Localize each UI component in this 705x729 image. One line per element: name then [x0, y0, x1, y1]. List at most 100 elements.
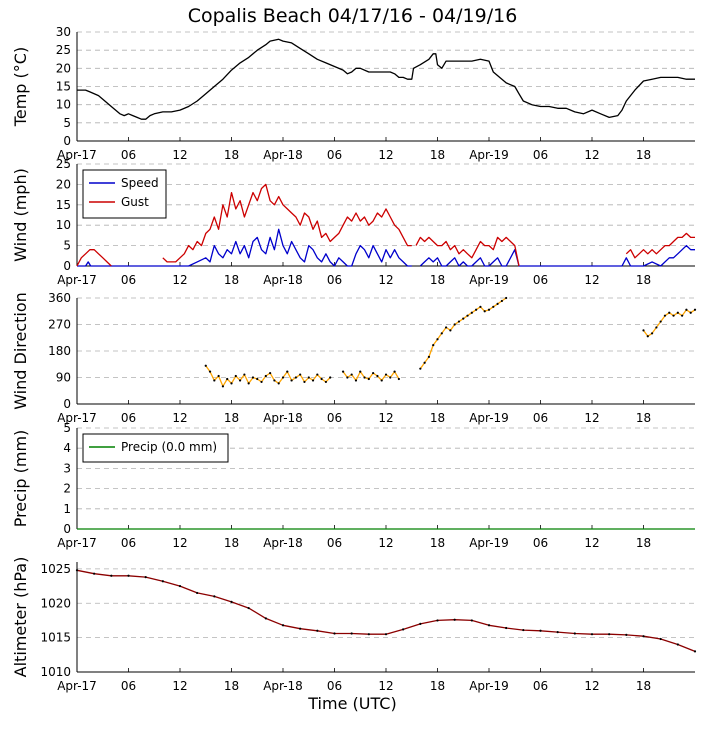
y-tick-label: 1015 [40, 631, 71, 645]
data-point [505, 296, 508, 300]
data-point [350, 632, 353, 635]
data-point [161, 580, 164, 583]
x-tick-label: Apr-19 [469, 273, 509, 287]
y-tick-label: 5 [63, 421, 71, 435]
x-tick-label: 06 [121, 536, 136, 550]
data-point [196, 591, 199, 595]
data-point [243, 373, 246, 376]
y-tick-label: 2 [63, 482, 71, 496]
series-line-temp [77, 38, 695, 120]
x-tick-label: 06 [533, 411, 548, 425]
data-point [144, 576, 147, 579]
data-point [230, 600, 233, 603]
x-tick-label: 18 [224, 273, 239, 287]
x-tick-label: 18 [636, 679, 651, 693]
x-tick-label: 12 [378, 411, 393, 425]
data-point [247, 382, 250, 385]
data-point [685, 308, 688, 311]
x-tick-label: 18 [224, 411, 239, 425]
x-tick-label: 18 [430, 273, 445, 287]
y-tick-label: 0 [63, 522, 71, 536]
data-point [668, 311, 671, 314]
x-tick-label: Apr-18 [263, 273, 303, 287]
y-tick-label: 1 [63, 502, 71, 516]
figure-title: Copalis Beach 04/17/16 - 04/19/16 [187, 5, 518, 27]
y-tick-label: 0 [63, 397, 71, 411]
data-point [681, 314, 684, 317]
x-tick-label: 12 [172, 536, 187, 550]
series-line-wind [76, 249, 112, 267]
data-point [672, 314, 675, 317]
data-point [372, 371, 375, 375]
x-tick-label: Apr-18 [263, 148, 303, 162]
x-tick-label: Apr-18 [263, 679, 303, 693]
x-tick-label: Apr-17 [57, 679, 97, 693]
x-tick-label: 06 [121, 411, 136, 425]
data-point [363, 376, 366, 379]
x-tick-label: 18 [224, 679, 239, 693]
data-point [483, 310, 486, 313]
x-tick-label: 06 [327, 273, 342, 287]
y-axis-label-direction: Wind Direction [11, 292, 30, 410]
y-tick-label: 5 [63, 116, 71, 130]
x-tick-label: 12 [172, 679, 187, 693]
x-tick-label: 18 [636, 148, 651, 162]
x-tick-label: 18 [636, 273, 651, 287]
y-axis-label-precip: Precip (mm) [11, 430, 30, 528]
data-point [273, 379, 276, 382]
data-point [277, 382, 280, 385]
data-point [423, 361, 426, 364]
series-line-wind [419, 244, 695, 267]
data-point [492, 305, 495, 308]
data-point [432, 344, 435, 347]
legend-box [82, 433, 229, 463]
series-line-wind [77, 228, 412, 267]
data-point [419, 622, 422, 625]
data-point [590, 633, 594, 636]
data-point [693, 308, 697, 311]
data-point [470, 619, 473, 622]
y-tick-label: 5 [63, 239, 71, 253]
data-point [642, 329, 645, 332]
data-point [320, 377, 323, 381]
legend-box [82, 169, 167, 219]
data-point [659, 320, 662, 323]
data-point [341, 370, 345, 373]
x-tick-label: 12 [378, 679, 393, 693]
data-point [264, 617, 267, 620]
data-point [217, 374, 220, 378]
x-tick-label: 12 [378, 148, 393, 162]
x-tick-label: 12 [172, 411, 187, 425]
data-point [496, 302, 499, 305]
x-tick-label: 06 [533, 148, 548, 162]
x-tick-label: 12 [584, 679, 599, 693]
data-point [389, 376, 392, 379]
data-point [178, 584, 182, 588]
x-tick-label: 18 [430, 411, 445, 425]
y-tick-label: 90 [56, 371, 71, 385]
x-tick-label: 06 [533, 679, 548, 693]
data-point [487, 624, 491, 627]
panel-wind: 0 5 10 15 20 25 Apr-17 06 12 18 Apr-18 06 12 18 Apr-19… [11, 157, 695, 287]
series-line-wind [415, 236, 520, 267]
data-point [659, 637, 662, 641]
data-point [93, 572, 96, 575]
x-tick-label: 06 [327, 148, 342, 162]
data-point [500, 299, 503, 303]
series-line-wind [625, 232, 695, 259]
x-tick-label: 06 [121, 148, 136, 162]
y-tick-label: 10 [56, 218, 71, 232]
data-point [625, 633, 628, 636]
data-point [350, 373, 353, 376]
series-line-direction [342, 370, 400, 382]
x-tick-label: 12 [584, 148, 599, 162]
x-tick-label: Apr-17 [57, 273, 97, 287]
x-tick-label: 18 [430, 679, 445, 693]
y-tick-label: 4 [63, 441, 71, 455]
legend-label: Gust [121, 195, 149, 209]
data-point [260, 380, 263, 384]
x-tick-label: Apr-17 [57, 536, 97, 550]
y-tick-label: 15 [56, 198, 71, 212]
y-tick-label: 180 [48, 344, 71, 358]
data-point [269, 371, 272, 375]
